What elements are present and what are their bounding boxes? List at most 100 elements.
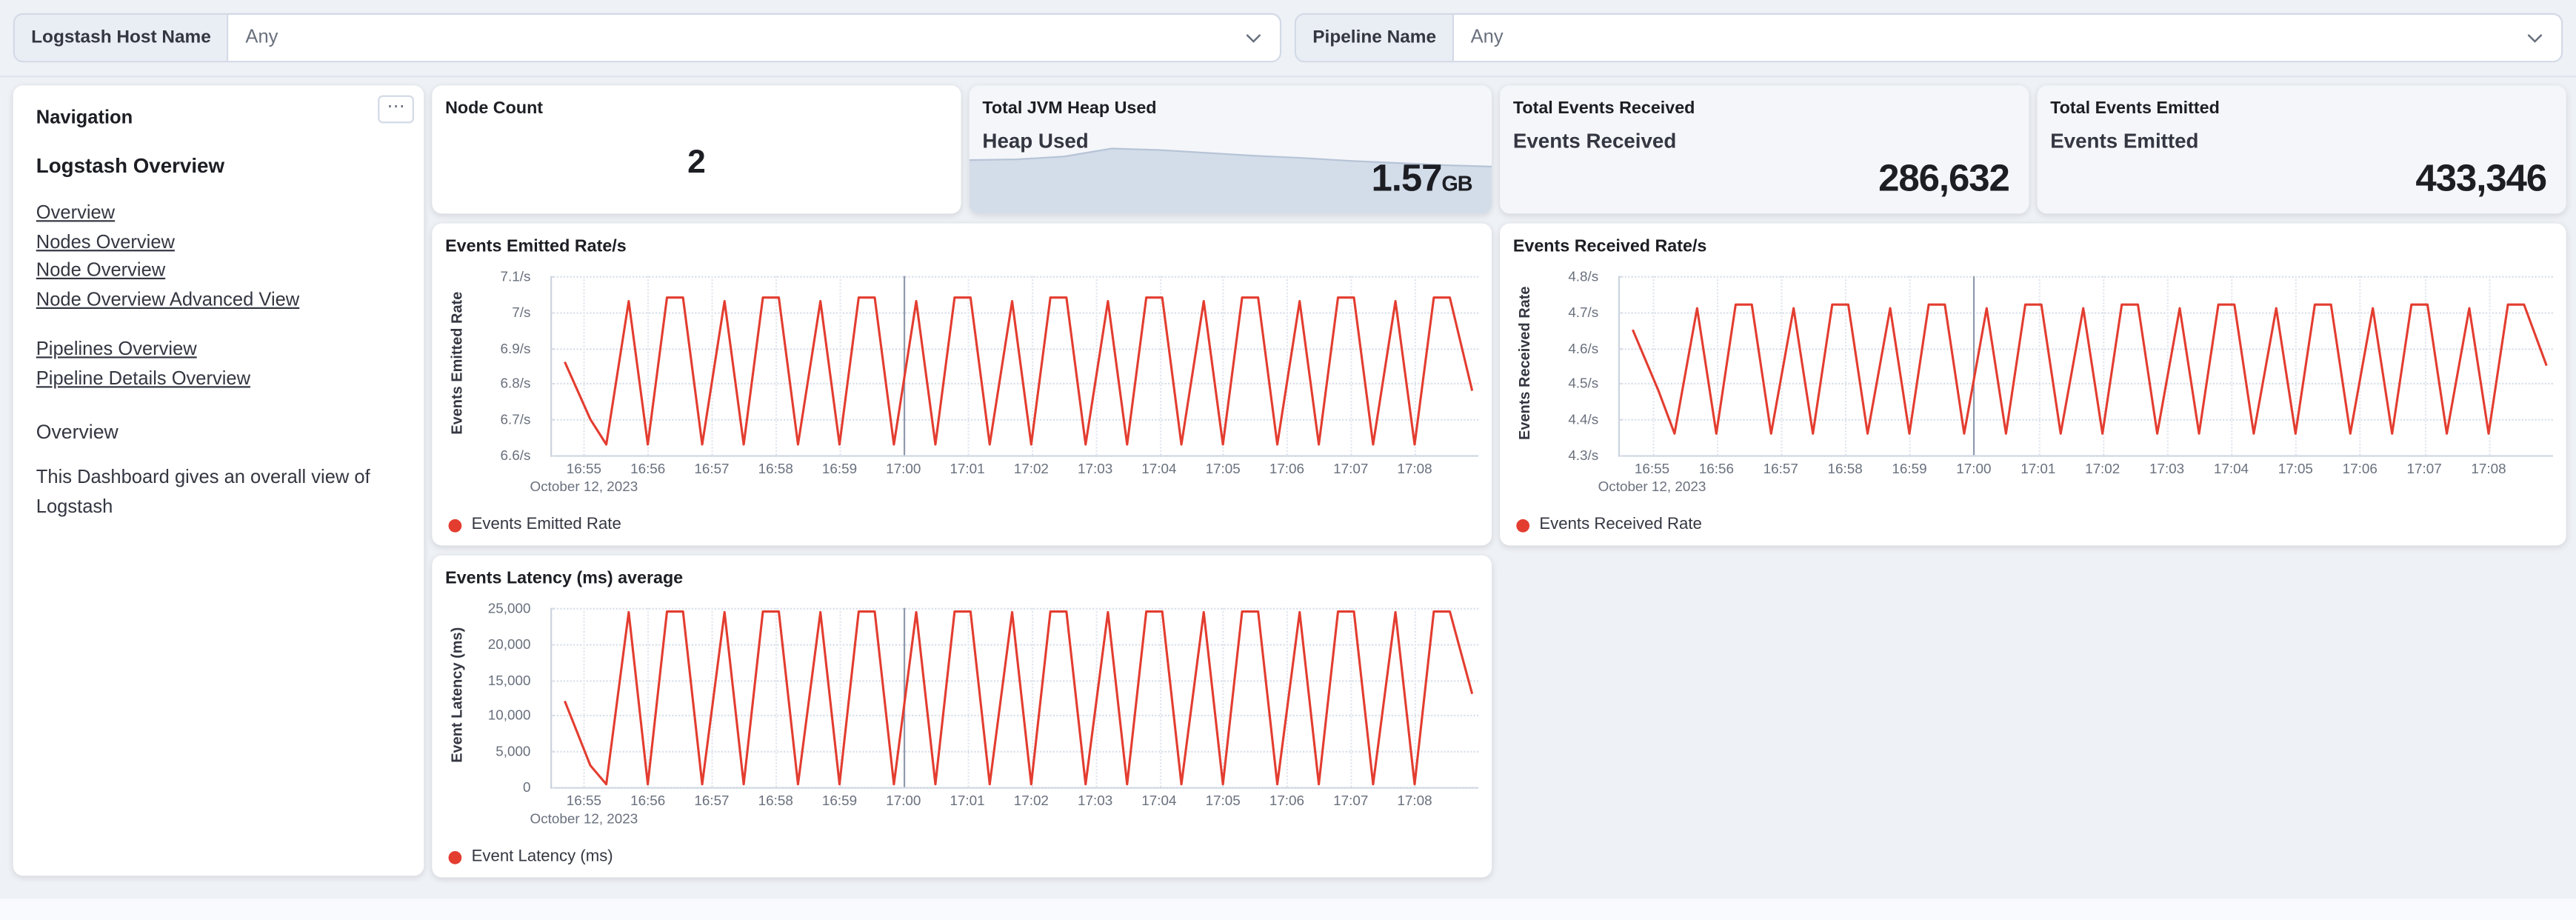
filter-prepend-label: Pipeline Name bbox=[1296, 14, 1455, 61]
heap-used-unit: GB bbox=[1441, 170, 1472, 196]
legend-item[interactable]: Events Received Rate bbox=[1516, 516, 1702, 534]
nav-link[interactable]: Overview bbox=[36, 204, 116, 224]
plot-area[interactable]: 16:55 October 12, 2023 16:56 16:57 16:58 16:5… bbox=[530, 276, 1479, 495]
filter-bar: Logstash Host Name Any Pipeline Name Any bbox=[0, 0, 2576, 78]
y-gridline bbox=[552, 715, 1479, 717]
series-color-dot bbox=[1516, 518, 1530, 532]
heap-used-sparkline bbox=[969, 141, 1492, 214]
nav-links-group-2: Pipelines Overview Pipeline Details Overv… bbox=[36, 337, 401, 395]
legend-label: Events Received Rate bbox=[1539, 516, 1702, 534]
x-axis-date-label: October 12, 2023 bbox=[530, 478, 638, 495]
y-gridline bbox=[552, 383, 1479, 385]
x-tick-label: 16:55 bbox=[566, 460, 601, 477]
y-tick-label: 6.8/s bbox=[500, 375, 531, 392]
series-line bbox=[1620, 276, 2553, 456]
x-tick-label: 17:01 bbox=[950, 792, 985, 809]
x-tick-label: 16:56 bbox=[630, 460, 666, 477]
y-gridline bbox=[1620, 276, 2553, 278]
x-gridline bbox=[647, 607, 650, 787]
y-axis-tick-labels: 4.8/s 4.7/s 4.6/s 4.5/s 4.4/s 4.3/s bbox=[1513, 268, 1605, 464]
x-tick-label: 17:01 bbox=[950, 460, 985, 477]
x-gridline bbox=[1350, 276, 1352, 456]
chevron-down-icon[interactable] bbox=[1244, 15, 1280, 61]
x-gridline bbox=[2489, 276, 2491, 456]
x-gridline bbox=[2360, 276, 2362, 456]
x-gridline bbox=[2295, 276, 2298, 456]
filter-selected-value: Any bbox=[245, 27, 278, 48]
x-tick-label: 17:04 bbox=[2213, 460, 2249, 477]
panel-title: Node Count bbox=[445, 99, 544, 119]
y-tick-label: 5,000 bbox=[495, 742, 531, 760]
panel-title: Total Events Received bbox=[1512, 99, 1695, 119]
events-emitted-panel: Total Events Emitted Events Emitted 433,… bbox=[2037, 85, 2566, 214]
x-tick-label: 16:59 bbox=[821, 792, 858, 809]
x-gridline bbox=[1350, 607, 1352, 787]
x-tick-label: 17:07 bbox=[2406, 460, 2442, 477]
nav-link[interactable]: Nodes Overview bbox=[36, 232, 175, 253]
nav-link[interactable]: Node Overview Advanced View bbox=[36, 290, 300, 310]
x-gridline bbox=[775, 276, 778, 456]
metric-label: Events Received bbox=[1512, 130, 1677, 153]
x-gridline bbox=[1223, 276, 1225, 456]
series-color-dot bbox=[448, 850, 462, 864]
x-tick-label: 17:03 bbox=[2149, 460, 2185, 477]
y-gridline bbox=[552, 347, 1479, 350]
nav-link[interactable]: Pipeline Details Overview bbox=[36, 368, 251, 389]
x-tick-label: 16:57 bbox=[694, 792, 730, 809]
series-color-dot bbox=[448, 518, 462, 532]
nav-section-heading: Logstash Overview bbox=[36, 154, 225, 178]
x-gridline bbox=[2166, 276, 2169, 456]
plot-area[interactable]: 16:55 October 12, 2023 16:56 16:57 16:58 16:5… bbox=[1598, 276, 2553, 495]
chevron-down-icon[interactable] bbox=[2525, 15, 2561, 61]
x-gridline bbox=[2231, 276, 2233, 456]
panel-title: Events Received Rate/s bbox=[1512, 236, 1707, 257]
x-gridline bbox=[1909, 276, 1912, 456]
x-gridline bbox=[1158, 607, 1161, 787]
x-tick-label: 16:56 bbox=[630, 792, 666, 809]
x-gridline bbox=[2424, 276, 2426, 456]
dashboard-bottom-margin bbox=[0, 899, 2576, 920]
pipeline-name-filter[interactable]: Pipeline Name Any bbox=[1294, 13, 2563, 63]
panel-options-icon[interactable]: ⋯ bbox=[378, 95, 414, 124]
x-gridline bbox=[1223, 607, 1225, 787]
x-tick-label: 17:08 bbox=[1397, 460, 1432, 477]
x-gridline bbox=[1031, 276, 1033, 456]
metric-label: Heap Used bbox=[982, 130, 1089, 153]
x-tick-label: 17:03 bbox=[1078, 792, 1113, 809]
events-emitted-rate-chart-panel: Events Emitted Rate/s Events Emitted Rat… bbox=[432, 223, 1492, 546]
series-line bbox=[552, 608, 1478, 787]
y-tick-label: 4.4/s bbox=[1568, 410, 1599, 428]
plot-area[interactable]: 16:55 October 12, 2023 16:56 16:57 16:58 16:5… bbox=[530, 607, 1479, 827]
panel-title: Total JVM Heap Used bbox=[982, 99, 1157, 119]
x-gridline bbox=[967, 276, 970, 456]
x-gridline bbox=[1287, 276, 1289, 456]
y-gridline bbox=[1620, 311, 2553, 314]
panel-title: Navigation bbox=[36, 108, 133, 129]
x-tick-label: 17:08 bbox=[1397, 792, 1432, 809]
events-latency-chart-panel: Events Latency (ms) average Event Latenc… bbox=[432, 555, 1492, 878]
legend-item[interactable]: Events Emitted Rate bbox=[448, 516, 621, 534]
logstash-host-name-filter[interactable]: Logstash Host Name Any bbox=[13, 13, 1282, 63]
node-count-panel: Node Count 2 bbox=[432, 85, 961, 214]
nav-subheading: Overview bbox=[36, 420, 119, 444]
navigation-panel: ⋯ Navigation Logstash Overview Overview N… bbox=[13, 85, 424, 876]
x-gridline-major bbox=[903, 276, 905, 456]
events-received-value: 286,632 bbox=[1878, 156, 2010, 199]
legend-item[interactable]: Event Latency (ms) bbox=[448, 847, 613, 866]
legend-label: Event Latency (ms) bbox=[471, 847, 613, 866]
nav-link[interactable]: Node Overview bbox=[36, 261, 166, 281]
nav-links-group-1: Overview Nodes Overview Node Overview Node … bbox=[36, 201, 401, 316]
x-tick-label: 17:05 bbox=[1205, 792, 1241, 809]
y-gridline bbox=[1620, 347, 2553, 350]
filter-prepend-label: Logstash Host Name bbox=[14, 14, 230, 61]
y-gridline bbox=[1620, 455, 2553, 457]
x-gridline bbox=[1414, 607, 1417, 787]
x-tick-label: 17:07 bbox=[1333, 460, 1369, 477]
y-gridline bbox=[552, 455, 1479, 457]
series-line bbox=[552, 276, 1478, 456]
nav-link[interactable]: Pipelines Overview bbox=[36, 340, 197, 360]
x-gridline bbox=[1414, 276, 1417, 456]
x-tick-label: 16:58 bbox=[758, 460, 793, 477]
x-gridline bbox=[1652, 276, 1654, 456]
